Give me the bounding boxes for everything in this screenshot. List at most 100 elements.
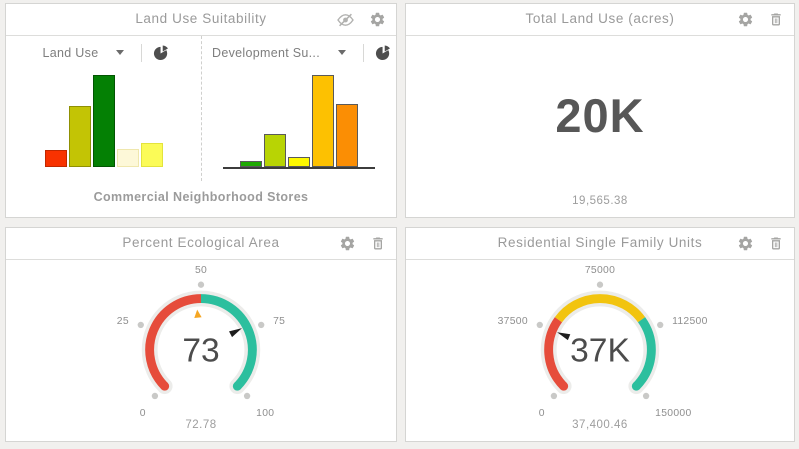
trash-icon — [768, 11, 784, 28]
tick-dot — [151, 392, 159, 399]
bars-group — [44, 75, 163, 167]
trash-icon — [768, 235, 784, 252]
bar-chart-land-use — [6, 69, 201, 181]
panel-header: Percent Ecological Area — [6, 228, 396, 260]
panel-percent-ecological-area: Percent Ecological Area 0 25 50 75 100 73 72.… — [5, 227, 397, 442]
gauge-percent-ecological: 0 25 50 75 100 73 — [6, 260, 396, 419]
gauge-needle — [557, 331, 571, 340]
residential-units-exact-value: 37,400.46 — [572, 419, 628, 431]
gauge-segment-cap — [631, 381, 641, 391]
panel-residential-single-family-units: Residential Single Family Units 0 37500 75… — [405, 227, 795, 442]
tick-dot — [596, 281, 604, 288]
land-use-body: Land Use — [6, 36, 396, 217]
gauge-chart: 0 37500 75000 112500 150000 37K — [498, 264, 708, 418]
header-icons — [737, 4, 784, 35]
tick-label: 75000 — [585, 264, 615, 275]
gauge-segment — [633, 316, 656, 389]
pie-chart-icon — [375, 44, 392, 61]
gauge-body: 0 25 50 75 100 73 72.78 — [6, 260, 396, 441]
separator — [141, 43, 143, 62]
chevron-down-icon — [337, 50, 346, 55]
land-use-dropdown[interactable]: Land Use — [37, 45, 131, 61]
gear-icon — [737, 235, 754, 252]
tick-dot — [536, 321, 543, 328]
tick-dot — [642, 392, 650, 399]
chart-half-development-suitability: Development Su... — [201, 36, 396, 181]
delete-widget-button[interactable] — [370, 235, 386, 252]
total-land-use-exact-value: 19,565.38 — [572, 195, 628, 207]
panel-title: Percent Ecological Area — [122, 235, 280, 250]
tick-label: 25 — [117, 315, 129, 326]
threshold-marker — [194, 309, 202, 318]
chart-half-land-use: Land Use — [6, 36, 201, 181]
gauge-body: 0 37500 75000 112500 150000 37K 37,400.46 — [406, 260, 794, 441]
gauge-needle — [229, 327, 243, 337]
bar — [68, 106, 91, 167]
gauge-chart: 0 25 50 75 100 73 — [117, 264, 285, 418]
delete-widget-button[interactable] — [768, 11, 784, 28]
tick-label: 0 — [140, 407, 146, 418]
tick-dot — [258, 321, 265, 328]
header-icons — [336, 4, 386, 35]
pie-chart-icon — [153, 44, 170, 61]
gauge-segment-cap — [232, 381, 242, 391]
gauge-segment-cap — [559, 381, 569, 391]
tick-dot — [197, 281, 205, 288]
gauge-value-text: 37K — [570, 332, 630, 369]
separator — [362, 43, 364, 62]
eye-off-icon — [336, 12, 355, 28]
bar — [92, 75, 115, 167]
panel-header: Residential Single Family Units — [406, 228, 794, 260]
settings-button[interactable] — [737, 235, 754, 252]
panel-total-land-use: Total Land Use (acres) 20K 19,565.38 — [405, 3, 795, 218]
chart-type-pie-button[interactable] — [375, 44, 392, 61]
delete-widget-button[interactable] — [768, 235, 784, 252]
settings-button[interactable] — [737, 11, 754, 28]
gear-icon — [339, 235, 356, 252]
tick-dot — [657, 321, 664, 328]
gear-icon — [369, 11, 386, 28]
bar — [336, 104, 358, 167]
selector-row: Land Use — [37, 36, 171, 69]
tick-label: 75 — [273, 315, 285, 326]
percent-ecological-exact-value: 72.78 — [185, 419, 217, 431]
gauge-segment-cap — [160, 381, 170, 391]
header-icons — [339, 228, 386, 259]
panel-header: Land Use Suitability — [6, 4, 396, 36]
gauge-segment — [200, 293, 257, 389]
header-icons — [737, 228, 784, 259]
bars-group — [240, 75, 358, 167]
bar — [240, 161, 262, 167]
dropdown-label: Land Use — [42, 45, 99, 60]
panel-header: Total Land Use (acres) — [406, 4, 794, 36]
gauge-segment — [544, 316, 567, 389]
bar — [116, 149, 139, 167]
gauge-value-text: 73 — [182, 332, 219, 369]
settings-button[interactable] — [339, 235, 356, 252]
settings-button[interactable] — [369, 11, 386, 28]
tick-label: 150000 — [655, 407, 691, 418]
panel-title: Land Use Suitability — [135, 11, 267, 26]
visibility-toggle-button[interactable] — [336, 12, 355, 28]
tick-label: 0 — [539, 407, 545, 418]
tick-dot — [137, 321, 144, 328]
gauge-segment — [554, 293, 646, 322]
tick-label: 100 — [256, 407, 274, 418]
panel-title: Total Land Use (acres) — [525, 11, 675, 26]
bar — [312, 75, 334, 167]
chart-type-pie-button[interactable] — [153, 44, 170, 61]
bar-chart-development-suitability — [202, 69, 396, 181]
gear-icon — [737, 11, 754, 28]
bar — [44, 150, 67, 167]
development-suitability-dropdown[interactable]: Development Su... — [206, 45, 352, 61]
bar — [264, 134, 286, 167]
selector-row: Development Su... — [206, 36, 392, 69]
panel-land-use-suitability: Land Use Suitability — [5, 3, 397, 218]
tick-dot — [243, 392, 251, 399]
total-land-use-value: 20K — [555, 89, 645, 142]
gauge-segment — [145, 293, 202, 389]
tick-label: 37500 — [498, 315, 528, 326]
gauge-residential-units: 0 37500 75000 112500 150000 37K — [406, 260, 794, 419]
dropdown-label: Development Su... — [212, 45, 320, 60]
